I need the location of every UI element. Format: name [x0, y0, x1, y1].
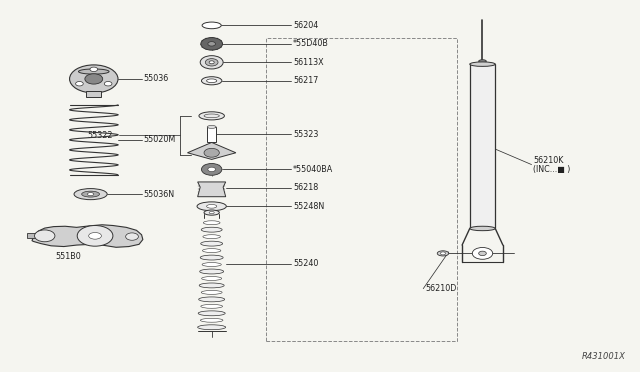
Polygon shape — [198, 182, 226, 197]
Ellipse shape — [202, 248, 221, 253]
Ellipse shape — [79, 69, 109, 74]
Circle shape — [208, 167, 216, 171]
Text: 551B0: 551B0 — [56, 251, 81, 261]
Ellipse shape — [89, 232, 101, 239]
Circle shape — [208, 42, 216, 46]
Ellipse shape — [479, 60, 486, 62]
Text: 55020M: 55020M — [143, 135, 176, 144]
Ellipse shape — [200, 269, 223, 274]
Ellipse shape — [74, 189, 107, 200]
Text: 56210K: 56210K — [534, 155, 564, 165]
Text: 56218: 56218 — [293, 183, 319, 192]
Circle shape — [209, 61, 214, 64]
Text: 56210D: 56210D — [425, 284, 456, 293]
Ellipse shape — [202, 263, 221, 266]
Bar — [86, 91, 101, 97]
Circle shape — [35, 230, 55, 242]
Bar — [266, 38, 457, 341]
Ellipse shape — [209, 211, 214, 214]
Circle shape — [76, 81, 83, 86]
Circle shape — [70, 65, 118, 93]
Text: 56204: 56204 — [293, 21, 319, 30]
Ellipse shape — [202, 276, 221, 280]
Ellipse shape — [470, 226, 495, 231]
Text: 55248N: 55248N — [293, 202, 324, 211]
Polygon shape — [32, 225, 143, 247]
Ellipse shape — [199, 283, 224, 288]
Circle shape — [77, 225, 113, 246]
Ellipse shape — [207, 79, 217, 83]
Ellipse shape — [198, 311, 225, 316]
Circle shape — [204, 148, 220, 157]
Text: R431001X: R431001X — [582, 352, 626, 361]
Circle shape — [202, 163, 222, 175]
Ellipse shape — [198, 325, 226, 330]
Text: 56113X: 56113X — [293, 58, 324, 67]
Ellipse shape — [201, 304, 223, 308]
Ellipse shape — [201, 227, 222, 232]
Bar — [207, 127, 216, 142]
Ellipse shape — [207, 125, 216, 128]
Bar — [470, 64, 495, 228]
Ellipse shape — [88, 193, 94, 196]
Ellipse shape — [202, 22, 221, 29]
Ellipse shape — [204, 210, 220, 215]
Circle shape — [205, 59, 218, 66]
Text: (INC...■ ): (INC...■ ) — [534, 165, 571, 174]
Ellipse shape — [200, 318, 223, 322]
Ellipse shape — [470, 62, 495, 66]
Ellipse shape — [201, 241, 223, 246]
Circle shape — [440, 252, 445, 255]
Circle shape — [90, 67, 98, 71]
Circle shape — [472, 247, 493, 259]
Ellipse shape — [437, 251, 449, 256]
Circle shape — [200, 56, 223, 69]
Text: 55323: 55323 — [293, 130, 319, 139]
Polygon shape — [188, 142, 236, 160]
Ellipse shape — [198, 297, 225, 302]
Ellipse shape — [199, 112, 225, 120]
Ellipse shape — [207, 205, 217, 208]
Text: 55240: 55240 — [293, 259, 319, 268]
Circle shape — [479, 251, 486, 256]
Text: *55D40B: *55D40B — [293, 39, 329, 48]
Text: 55322: 55322 — [88, 131, 113, 140]
Ellipse shape — [201, 291, 222, 294]
Ellipse shape — [204, 114, 220, 118]
Ellipse shape — [200, 255, 223, 260]
Circle shape — [85, 74, 102, 84]
Circle shape — [125, 233, 138, 240]
Circle shape — [104, 81, 112, 86]
Ellipse shape — [197, 202, 227, 211]
Ellipse shape — [82, 191, 100, 197]
Text: 55036: 55036 — [143, 74, 169, 83]
Ellipse shape — [204, 221, 220, 225]
Polygon shape — [27, 232, 35, 238]
Text: 56217: 56217 — [293, 76, 319, 85]
Text: 55036N: 55036N — [143, 190, 175, 199]
Text: *55040BA: *55040BA — [293, 165, 333, 174]
Ellipse shape — [203, 235, 220, 238]
Circle shape — [201, 38, 223, 50]
Ellipse shape — [202, 77, 222, 85]
